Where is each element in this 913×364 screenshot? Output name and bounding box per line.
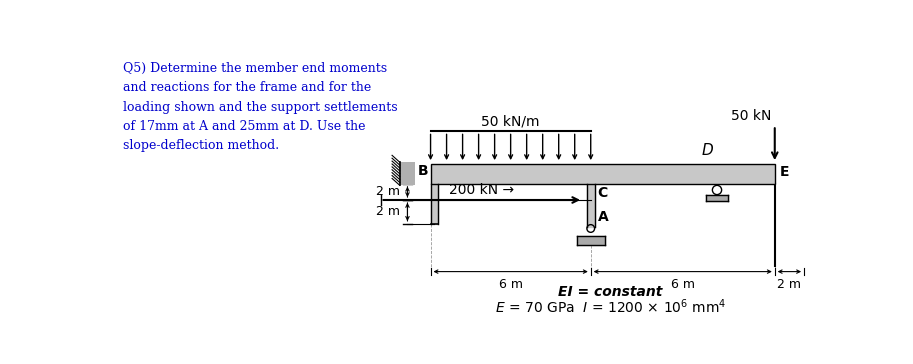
Text: 200 kN →: 200 kN → (449, 183, 514, 197)
Text: 2 m: 2 m (376, 185, 400, 198)
Text: 50 kN/m: 50 kN/m (481, 114, 540, 128)
Text: 50 kN: 50 kN (730, 109, 771, 123)
Text: E: E (780, 165, 789, 179)
Polygon shape (587, 184, 594, 227)
Text: D: D (701, 143, 713, 158)
Bar (431, 164, 775, 184)
Text: $E$ = 70 GPa  $I$ = 1200 × 10$^6$ mm$^4$: $E$ = 70 GPa $I$ = 1200 × 10$^6$ mm$^4$ (495, 298, 726, 316)
Polygon shape (577, 236, 604, 245)
Text: of 17mm at A and 25mm at D. Use the: of 17mm at A and 25mm at D. Use the (122, 120, 365, 133)
Text: 6 m: 6 m (498, 278, 522, 291)
Text: loading shown and the support settlements: loading shown and the support settlement… (122, 101, 397, 114)
Text: and reactions for the frame and for the: and reactions for the frame and for the (122, 82, 371, 94)
Polygon shape (431, 184, 438, 224)
Text: 2 m: 2 m (376, 205, 400, 218)
Text: 6 m: 6 m (671, 278, 695, 291)
Text: slope-deflection method.: slope-deflection method. (122, 139, 278, 152)
Text: A: A (598, 210, 609, 224)
Text: Q5) Determine the member end moments: Q5) Determine the member end moments (122, 62, 387, 75)
Bar (400, 162, 415, 185)
Text: EI = constant: EI = constant (558, 285, 663, 298)
Text: 2 m: 2 m (777, 278, 802, 291)
Polygon shape (707, 195, 728, 201)
Text: B: B (417, 164, 428, 178)
Text: C: C (597, 186, 607, 200)
